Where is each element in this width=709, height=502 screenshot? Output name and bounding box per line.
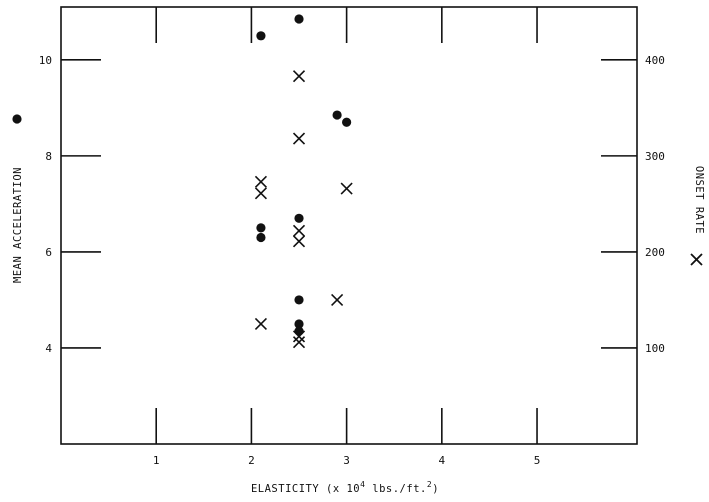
tick-marks: [61, 7, 637, 444]
onset-rate-point: [340, 182, 353, 195]
y-left-tick-label: 10: [39, 54, 52, 67]
y-left-tick-label: 8: [45, 150, 52, 163]
y-left-tick-label: 6: [45, 246, 52, 259]
mean-acceleration-point: [294, 14, 304, 24]
mean-acceleration-point: [256, 223, 266, 233]
mean-acceleration-point: [342, 117, 352, 127]
onset-rate-point: [292, 336, 306, 349]
x-axis-title-unit: lbs./ft.: [365, 483, 426, 495]
x-tick-label: 3: [343, 454, 350, 467]
mean-acceleration-point: [256, 31, 266, 41]
x-tick-label: 5: [534, 454, 541, 467]
x-axis-title-exp: 4: [360, 480, 365, 489]
x-axis-title: ELASTICITY (x 104 lbs./ft.2): [251, 480, 439, 495]
x-tick-label: 1: [153, 454, 160, 467]
y-right-tick-label: 300: [645, 150, 665, 163]
mean-acceleration-point: [294, 326, 304, 336]
y-right-tick-label: 400: [645, 54, 665, 67]
mean-acceleration-point: [294, 319, 304, 329]
x-tick-label: 4: [439, 454, 446, 467]
onset-rate-point: [292, 330, 306, 343]
x-axis-title-exp2: 2: [427, 480, 432, 489]
x-axis-title-close: ): [432, 483, 439, 495]
mean-acceleration-point: [256, 232, 266, 243]
y-right-legend-cross-marker: [690, 253, 703, 266]
y-left-axis-title: MEAN ACCELERATION: [12, 167, 24, 283]
mean-acceleration-point: [332, 110, 342, 120]
y-left-legend-dot-marker: [12, 114, 22, 124]
onset-rate-point: [331, 293, 344, 306]
onset-rate-point: [254, 317, 267, 331]
y-right-tick-label: 200: [645, 246, 665, 259]
tick-labels: 1 2 3 4 5 4 6 8 10 100 200 300 400: [39, 54, 665, 467]
onset-rate-point: [254, 187, 267, 200]
onset-rate-point: [254, 175, 267, 188]
data-marks: [254, 14, 353, 349]
y-right-tick-label: 100: [645, 342, 665, 355]
onset-rate-point: [292, 235, 306, 248]
x-tick-label: 2: [248, 454, 255, 467]
y-left-tick-label: 4: [45, 342, 52, 355]
plot-frame: [60, 6, 638, 445]
y-right-axis-title: ONSET RATE: [693, 166, 705, 234]
onset-rate-point: [292, 224, 306, 237]
onset-rate-point: [292, 70, 306, 83]
mean-acceleration-point: [294, 213, 304, 223]
x-axis-title-main: ELASTICITY (x 10: [251, 483, 360, 495]
mean-acceleration-point: [294, 295, 304, 305]
onset-rate-point: [292, 132, 306, 145]
